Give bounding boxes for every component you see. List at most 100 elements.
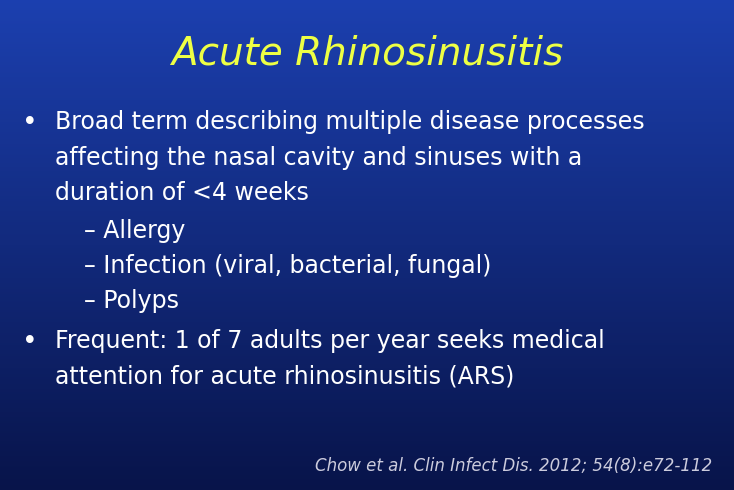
Bar: [0, 49, 734, 50]
Bar: [0, 364, 734, 366]
Bar: [0, 31, 734, 33]
Bar: [0, 428, 734, 430]
Bar: [0, 6, 734, 8]
Bar: [0, 393, 734, 395]
Bar: [0, 240, 734, 242]
Bar: [0, 323, 734, 325]
Bar: [0, 384, 734, 386]
Bar: [0, 256, 734, 258]
Bar: [0, 229, 734, 230]
Bar: [0, 361, 734, 363]
Bar: [0, 219, 734, 220]
Bar: [0, 131, 734, 132]
Bar: [0, 270, 734, 271]
Bar: [0, 430, 734, 431]
Bar: [0, 258, 734, 260]
Bar: [0, 82, 734, 83]
Bar: [0, 312, 734, 314]
Bar: [0, 0, 734, 1]
Bar: [0, 190, 734, 191]
Bar: [0, 116, 734, 118]
Bar: [0, 289, 734, 291]
Bar: [0, 261, 734, 263]
Bar: [0, 389, 734, 391]
Bar: [0, 175, 734, 176]
Bar: [0, 281, 734, 283]
Bar: [0, 359, 734, 361]
Bar: [0, 222, 734, 224]
Bar: [0, 48, 734, 49]
Bar: [0, 297, 734, 299]
Bar: [0, 328, 734, 330]
Bar: [0, 268, 734, 270]
Bar: [0, 376, 734, 377]
Bar: [0, 485, 734, 487]
Bar: [0, 16, 734, 18]
Bar: [0, 88, 734, 90]
Bar: [0, 369, 734, 371]
Bar: [0, 181, 734, 183]
Bar: [0, 104, 734, 106]
Bar: [0, 244, 734, 245]
Bar: [0, 225, 734, 227]
Bar: [0, 121, 734, 122]
Bar: [0, 418, 734, 420]
Bar: [0, 195, 734, 196]
Bar: [0, 436, 734, 438]
Bar: [0, 354, 734, 356]
Bar: [0, 1, 734, 3]
Bar: [0, 456, 734, 457]
Bar: [0, 69, 734, 70]
Bar: [0, 325, 734, 327]
Bar: [0, 129, 734, 131]
Bar: [0, 172, 734, 173]
Bar: [0, 368, 734, 369]
Bar: [0, 26, 734, 28]
Bar: [0, 276, 734, 278]
Bar: [0, 421, 734, 423]
Bar: [0, 21, 734, 23]
Bar: [0, 251, 734, 253]
Text: Chow et al. Clin Infect Dis. 2012; 54(8):e72-112: Chow et al. Clin Infect Dis. 2012; 54(8)…: [315, 457, 712, 475]
Bar: [0, 24, 734, 26]
Bar: [0, 227, 734, 229]
Bar: [0, 122, 734, 124]
Bar: [0, 62, 734, 64]
Bar: [0, 77, 734, 78]
Text: •: •: [22, 110, 37, 136]
Bar: [0, 245, 734, 246]
Bar: [0, 435, 734, 436]
Bar: [0, 92, 734, 93]
Bar: [0, 446, 734, 447]
Bar: [0, 305, 734, 307]
Bar: [0, 442, 734, 444]
Bar: [0, 13, 734, 15]
Bar: [0, 366, 734, 368]
Bar: [0, 108, 734, 109]
Bar: [0, 294, 734, 295]
Bar: [0, 146, 734, 147]
Bar: [0, 391, 734, 392]
Bar: [0, 163, 734, 165]
Bar: [0, 335, 734, 337]
Bar: [0, 340, 734, 342]
Bar: [0, 284, 734, 286]
Bar: [0, 265, 734, 266]
Bar: [0, 318, 734, 320]
Bar: [0, 382, 734, 384]
Bar: [0, 206, 734, 207]
Bar: [0, 185, 734, 186]
Bar: [0, 95, 734, 97]
Bar: [0, 484, 734, 485]
Bar: [0, 461, 734, 462]
Bar: [0, 372, 734, 374]
Bar: [0, 343, 734, 344]
Bar: [0, 293, 734, 294]
Bar: [0, 250, 734, 251]
Bar: [0, 386, 734, 387]
Bar: [0, 291, 734, 293]
Bar: [0, 23, 734, 25]
Bar: [0, 60, 734, 62]
Bar: [0, 114, 734, 116]
Bar: [0, 314, 734, 315]
